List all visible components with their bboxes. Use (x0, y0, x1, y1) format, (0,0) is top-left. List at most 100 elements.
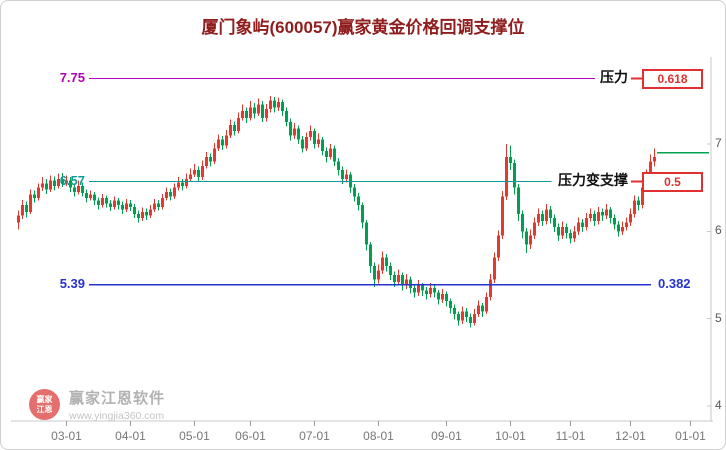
candle-body (493, 257, 496, 280)
candle-body (249, 107, 252, 118)
candle-body (313, 130, 316, 144)
candle-body (281, 102, 284, 111)
level-ratio-badge: 0.5 (642, 171, 703, 192)
candle-body (305, 137, 308, 149)
candle-body (29, 194, 32, 213)
x-tick-label: 08-01 (363, 429, 394, 443)
candle-body (593, 213, 596, 221)
candle-body (377, 270, 380, 280)
candle-body (25, 205, 28, 213)
candle-body (197, 170, 200, 178)
candle-body (581, 222, 584, 227)
candle-body (505, 157, 508, 197)
x-tick-label: 09-01 (431, 429, 462, 443)
candle-body (465, 311, 468, 317)
candle-body (169, 192, 172, 197)
logo-text-bottom: 江恩 (36, 404, 53, 414)
candle-body (569, 233, 572, 239)
candle-body (209, 157, 212, 162)
candle-body (89, 194, 92, 199)
candle-body (437, 292, 440, 300)
candle-body (101, 198, 104, 206)
candle-body (189, 174, 192, 179)
candle-body (21, 205, 24, 216)
level-price-label: 5.39 (59, 275, 85, 291)
candle-body (117, 200, 120, 206)
logo-text-top: 赢家 (36, 395, 53, 405)
y-tick-label: 5 (715, 310, 722, 325)
candle-body (529, 235, 532, 245)
candle-body (589, 213, 592, 219)
candle-body (49, 180, 52, 190)
candle-body (457, 314, 460, 321)
watermark-brand: 赢家江恩软件 (69, 390, 166, 407)
candle-body (389, 266, 392, 275)
candle-body (341, 170, 344, 179)
candle-body (517, 187, 520, 214)
candle-body (65, 180, 68, 184)
candle-body (401, 274, 404, 286)
candle-body (297, 128, 300, 140)
chart-title: 厦门象屿(600057)赢家黄金价格回调支撑位 (201, 18, 525, 37)
candle-body (433, 288, 436, 293)
candle-body (545, 209, 548, 221)
candle-body (329, 148, 332, 158)
candle-body (253, 107, 256, 114)
candle-body (177, 182, 180, 188)
candle-body (461, 311, 464, 321)
level-ratio-badge: 0.618 (642, 68, 703, 89)
candle-body (153, 203, 156, 210)
x-tick-label: 11-01 (555, 429, 586, 443)
candle-body (649, 161, 652, 175)
yingjia-logo-icon: 赢家 江恩 (29, 389, 60, 420)
candle-body (361, 205, 364, 223)
candle-body (125, 203, 128, 210)
candle-body (609, 209, 612, 219)
candle-body (489, 279, 492, 297)
candle-body (365, 222, 368, 245)
candle-body (41, 183, 44, 188)
level-ratio-label: 0.382 (658, 275, 691, 291)
candle-body (573, 231, 576, 239)
candle-body (417, 285, 420, 293)
candle-body (213, 148, 216, 162)
candle-body (441, 294, 444, 300)
candle-body (241, 110, 244, 118)
candle-body (269, 100, 272, 110)
candle-body (369, 244, 372, 267)
candle-body (145, 212, 148, 216)
candle-body (257, 104, 260, 114)
x-tick-label: 07-01 (299, 429, 330, 443)
candle-body (625, 222, 628, 227)
watermark-text: 赢家江恩软件 www.yingjia360.com (69, 387, 165, 422)
candle-body (357, 196, 360, 206)
candle-body (193, 170, 196, 175)
candle-body (481, 305, 484, 312)
candle-body (497, 235, 500, 258)
x-tick-label: 12-01 (615, 429, 646, 443)
candle-body (113, 200, 116, 207)
candle-body (73, 187, 76, 193)
candle-body (93, 194, 96, 201)
candle-body (449, 301, 452, 309)
x-tick-label: 01-01 (675, 429, 706, 443)
candle-body (17, 215, 20, 223)
candle-body (133, 206, 136, 214)
candle-body (425, 290, 428, 295)
candle-body (513, 163, 516, 188)
candle-body (561, 226, 564, 236)
candle-body (301, 139, 304, 149)
candle-body (585, 218, 588, 227)
level-annotation: 压力 (598, 68, 630, 86)
candle-body (261, 104, 264, 118)
candle-body (549, 209, 552, 219)
candle-body (385, 257, 388, 267)
candle-body (293, 128, 296, 136)
y-tick-label: 6 (715, 223, 722, 238)
candle-body (597, 212, 600, 221)
candle-body (233, 124, 236, 131)
candle-body (217, 139, 220, 149)
candle-body (605, 209, 608, 216)
